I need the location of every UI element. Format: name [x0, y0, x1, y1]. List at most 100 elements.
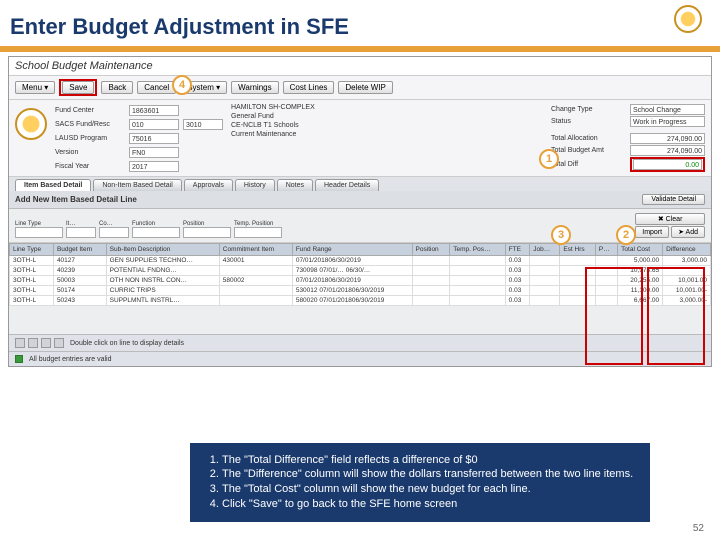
tab-item-based[interactable]: Item Based Detail: [15, 179, 91, 191]
grid-cell: 430001: [219, 256, 292, 266]
add-button[interactable]: ➤ Add: [671, 226, 705, 238]
back-button[interactable]: Back: [101, 81, 133, 94]
grid-cell: [450, 256, 505, 266]
item-input[interactable]: [66, 227, 96, 238]
callout-3: 3: [551, 225, 571, 245]
grid-cell: [560, 276, 595, 286]
function-input[interactable]: [132, 227, 180, 238]
fundcenter-value: 1863601: [129, 105, 179, 116]
version-label: Version: [55, 149, 125, 156]
grid-cell: 50003: [53, 276, 106, 286]
header-left: Fund Center 1863601 SACS Fund/Resc 010 3…: [55, 104, 223, 172]
warnings-button[interactable]: Warnings: [231, 81, 279, 94]
valid-text: All budget entries are valid: [29, 356, 112, 363]
grid-header: Sub-Item Description: [106, 244, 219, 256]
grid-header: Commitment Item: [219, 244, 292, 256]
grid-cell: [412, 256, 450, 266]
grid-cell: 20,255.00: [618, 276, 663, 286]
table-row[interactable]: 3OTH-L40239POTENTIAL FNDNG…730098 07/01/…: [10, 266, 711, 276]
tab-approvals[interactable]: Approvals: [184, 179, 233, 191]
grid-cell: [530, 266, 560, 276]
grid-cell: 0.03: [505, 256, 530, 266]
grid-cell: 730098 07/01/… 06/30/…: [292, 266, 412, 276]
grid-cell: POTENTIAL FNDNG…: [106, 266, 219, 276]
tabs: Item Based Detail Non-Item Based Detail …: [9, 177, 711, 191]
sacs2-value: 3010: [183, 119, 223, 130]
grid-cell: 3OTH-L: [10, 256, 54, 266]
clear-button[interactable]: ✖ Clear: [635, 213, 705, 225]
tab-history[interactable]: History: [235, 179, 275, 191]
grid-cell: [530, 296, 560, 306]
co-input[interactable]: [99, 227, 129, 238]
header-area: Fund Center 1863601 SACS Fund/Resc 010 3…: [9, 100, 711, 177]
grid-cell: 3,000.00-: [663, 296, 711, 306]
grid-cell: 0.03: [505, 286, 530, 296]
grid-cell: 3OTH-L: [10, 276, 54, 286]
table-row[interactable]: 3OTH-L50003OTH NON INSTRL CON…58000207/0…: [10, 276, 711, 286]
maintenance: Current Maintenance: [231, 131, 543, 138]
instruction-2: The "Difference" column will show the do…: [222, 467, 636, 482]
school-logo-icon: [15, 108, 47, 140]
deletewip-button[interactable]: Delete WIP: [338, 81, 392, 94]
lausd-label: LAUSD Program: [55, 135, 125, 142]
lausd-value: 75016: [129, 133, 179, 144]
table-row[interactable]: 3OTH-L40127GEN SUPPLIES TECHNO…43000107/…: [10, 256, 711, 266]
grid-cell: 530012 07/01/201806/30/2019: [292, 286, 412, 296]
grid-cell: 0.03: [505, 296, 530, 306]
grid-cell: 50243: [53, 296, 106, 306]
footer-icons: [15, 338, 64, 348]
slide-title: Enter Budget Adjustment in SFE: [0, 0, 720, 46]
grid-header: FTE: [505, 244, 530, 256]
tab-header-details[interactable]: Header Details: [315, 179, 379, 191]
fund-name: General Fund: [231, 113, 543, 120]
status-value: Work in Progress: [630, 116, 705, 127]
totaldiff-label: Total Diff: [551, 161, 626, 168]
cancel-button[interactable]: Cancel: [137, 81, 176, 94]
header-mid: HAMILTON SH-COMPLEX General Fund CE-NCLB…: [231, 104, 543, 172]
costlines-button[interactable]: Cost Lines: [283, 81, 335, 94]
grid-cell: 580002: [219, 276, 292, 286]
callout-1: 1: [539, 149, 559, 169]
totaldiff-value: 0.00: [633, 159, 702, 170]
program-name: CE-NCLB T1 Schools: [231, 122, 543, 129]
tab-notes[interactable]: Notes: [277, 179, 313, 191]
alloc-label: Total Allocation: [551, 135, 626, 142]
grid-cell: [530, 256, 560, 266]
grid-cell: 0.03: [505, 276, 530, 286]
grid-cell: 11,100.00: [618, 286, 663, 296]
grid-cell: 10,973.65: [618, 266, 663, 276]
instruction-4: Click "Save" to go back to the SFE home …: [222, 497, 636, 512]
import-button[interactable]: Import: [635, 226, 669, 238]
app-screenshot: School Budget Maintenance Menu ▾ Save Ba…: [8, 56, 712, 367]
alloc-value: 274,090.00: [630, 133, 705, 144]
linetype-input[interactable]: [15, 227, 63, 238]
grid-cell: [560, 286, 595, 296]
table-row[interactable]: 3OTH-L50243SUPPLMNTL INSTRL…580020 07/01…: [10, 296, 711, 306]
save-highlight: Save: [59, 79, 97, 96]
grid-cell: [450, 296, 505, 306]
callout-4: 4: [172, 75, 192, 95]
grid-cell: OTH NON INSTRL CON…: [106, 276, 219, 286]
table-row[interactable]: 3OTH-L50174CURRIC TRIPS530012 07/01/2018…: [10, 286, 711, 296]
grid-cell: [663, 266, 711, 276]
grid-cell: 50174: [53, 286, 106, 296]
grid-cell: SUPPLMNTL INSTRL…: [106, 296, 219, 306]
grid-cell: [412, 276, 450, 286]
tab-nonitem[interactable]: Non-Item Based Detail: [93, 179, 181, 191]
grid-cell: [560, 296, 595, 306]
grid-cell: 580020 07/01/201806/30/2019: [292, 296, 412, 306]
sacs1-value: 010: [129, 119, 179, 130]
position-input[interactable]: [183, 227, 231, 238]
temp-input[interactable]: [234, 227, 282, 238]
budget-value: 274,090.00: [630, 145, 705, 156]
grid-cell: [412, 296, 450, 306]
grid-cell: 5,000.00: [618, 256, 663, 266]
save-button[interactable]: Save: [62, 81, 94, 94]
footer-hint: Double click on line to display details: [70, 340, 184, 347]
grid-cell: [530, 276, 560, 286]
grid-cell: 3OTH-L: [10, 266, 54, 276]
add-buttons: ✖ Clear Import ➤ Add: [635, 213, 705, 238]
menu-button[interactable]: Menu ▾: [15, 81, 55, 94]
grid-cell: [560, 256, 595, 266]
validate-button[interactable]: Validate Detail: [642, 194, 705, 205]
